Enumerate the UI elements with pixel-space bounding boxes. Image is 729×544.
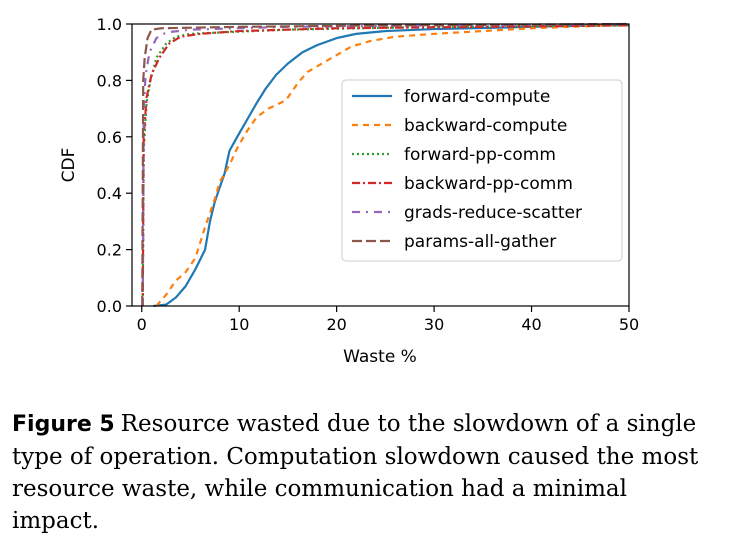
y-tick-label: 0.2 xyxy=(97,241,122,260)
series-line-forward-compute xyxy=(153,23,630,308)
series-line-grads-reduce-scatter xyxy=(141,22,630,307)
legend-label-forward-pp-comm: forward-pp-comm xyxy=(404,145,556,165)
axes-frame xyxy=(131,23,630,307)
caption-text: Resource wasted due to the slowdown of a… xyxy=(12,411,699,534)
x-tick-label: 20 xyxy=(326,315,346,334)
x-tick-label: 0 xyxy=(137,315,147,334)
legend: forward-compute backward-compute forward-p… xyxy=(341,79,623,262)
legend-label-grads-reduce-scatter: grads-reduce-scatter xyxy=(404,203,582,223)
series-line-backward-pp-comm xyxy=(141,24,630,307)
ticks-layer: 0 10 20 30 40 50 0.0 0.2 0.4 0.6 0.8 1.0 xyxy=(97,15,640,334)
legend-label-backward-pp-comm: backward-pp-comm xyxy=(404,174,573,194)
series-layer xyxy=(141,22,630,308)
legend-label-params-all-gather: params-all-gather xyxy=(404,232,556,252)
y-tick-label: 0.4 xyxy=(97,184,122,203)
y-tick-label: 1.0 xyxy=(97,15,122,34)
x-tick-label: 50 xyxy=(619,315,639,334)
figure-label: Figure 5 xyxy=(12,412,115,437)
x-axis-label: Waste % xyxy=(343,347,417,367)
y-tick-label: 0.0 xyxy=(97,297,122,316)
legend-frame xyxy=(341,79,623,262)
x-tick-label: 30 xyxy=(424,315,444,334)
series-line-params-all-gather xyxy=(141,22,630,307)
legend-label-backward-compute: backward-compute xyxy=(404,116,567,136)
series-line-backward-compute xyxy=(155,23,630,307)
x-tick-label: 10 xyxy=(229,315,249,334)
y-tick-label: 0.6 xyxy=(97,128,122,147)
cdf-chart: 0 10 20 30 40 50 0.0 0.2 0.4 0.6 0.8 1.0 Waste % CD… xyxy=(59,15,640,367)
x-tick-label: 40 xyxy=(521,315,541,334)
y-axis-label: CDF xyxy=(59,148,79,183)
y-tick-label: 0.8 xyxy=(97,71,122,90)
figure-caption: Figure 5 Resource wasted due to the slowd… xyxy=(12,408,702,537)
legend-label-forward-compute: forward-compute xyxy=(404,87,550,107)
